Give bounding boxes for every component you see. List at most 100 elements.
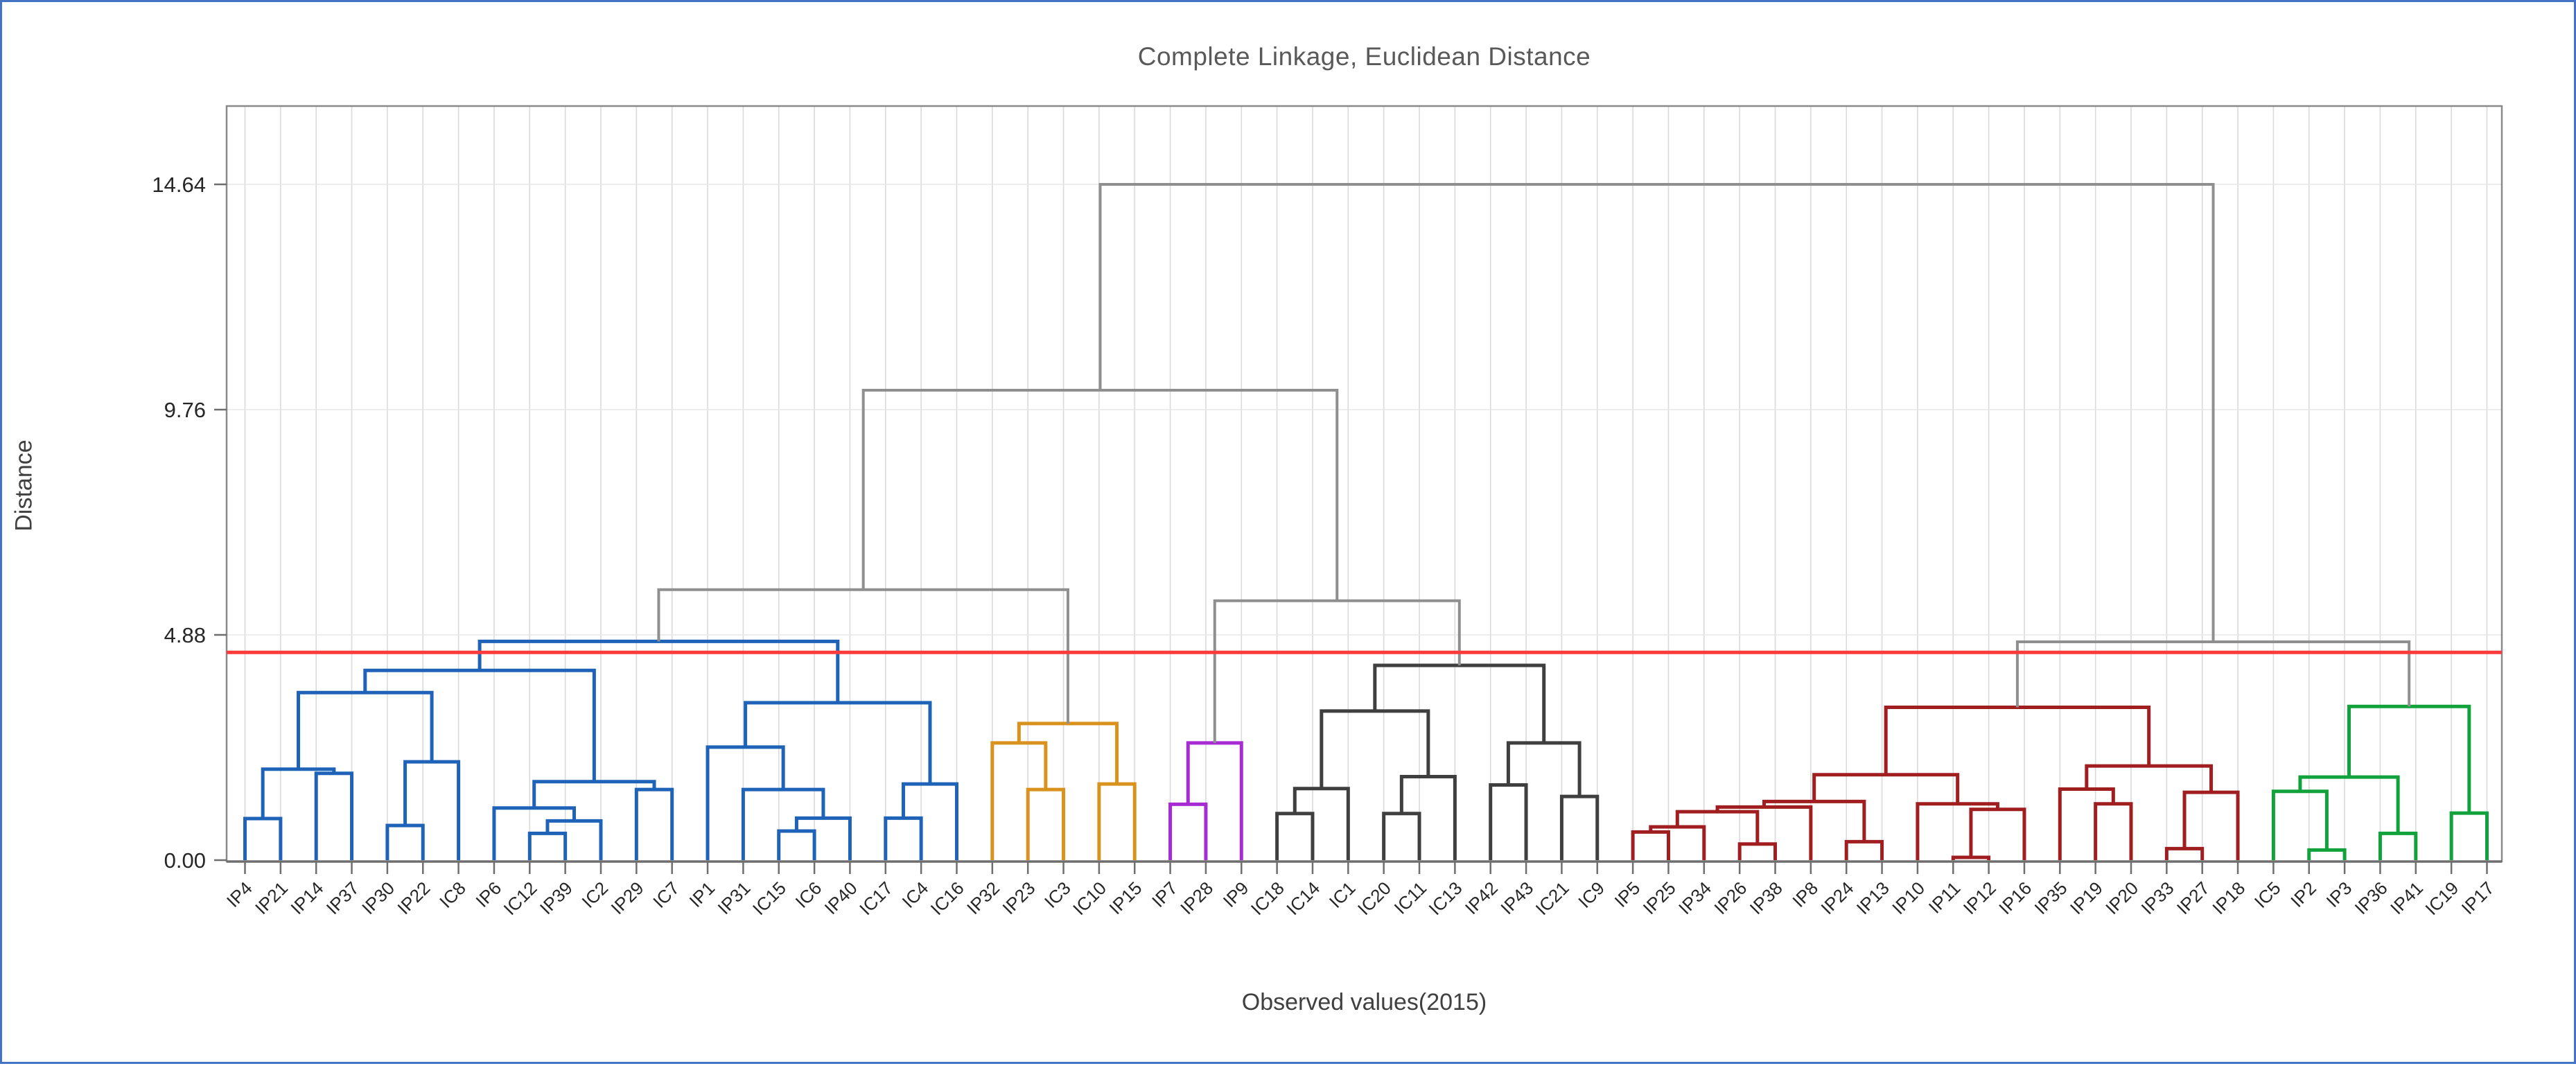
cluster-link-darkred [2058,787,2115,860]
leaf-label: IC10 [1069,877,1110,919]
leaf-label: IP31 [714,877,755,918]
cluster-link-darkred [1844,839,1884,860]
leaf-label: IP20 [2101,877,2142,918]
cluster-link-blue [261,767,336,819]
leaf-label: IP24 [1816,877,1857,918]
leaf-label: IP25 [1639,877,1680,918]
cluster-link-darkred [1631,830,1670,860]
cluster-link-charcoal [1399,774,1457,860]
leaf-label: IP37 [322,877,363,918]
cluster-link-charcoal [1293,787,1350,860]
leaf-label: IP39 [536,877,577,918]
leaf-label: IP26 [1710,877,1751,918]
cluster-link-darkred [1737,842,1778,860]
leaf-label: IP16 [1995,877,2035,918]
cluster-link-darkred [2164,846,2205,860]
cluster-link-charcoal [1275,812,1315,860]
leaf-label: IC5 [2250,877,2285,912]
cluster-link-blue [777,829,816,860]
cluster-link-orange [990,741,1048,860]
leaf-label: IP33 [2137,877,2178,918]
leaf-label: IC11 [1390,877,1431,918]
leaf-label: IP7 [1148,877,1182,911]
leaf-label: IP4 [222,877,256,911]
leaf-label: IP1 [685,877,719,911]
leaf-label: IP30 [358,877,398,918]
cluster-link-blue [741,787,825,860]
leaf-label: IP11 [1925,877,1965,918]
leaf-label: IP5 [1611,877,1645,911]
leaf-label: IC15 [748,877,790,919]
leaf-label: IC7 [649,877,683,912]
cluster-link-darkred [1812,773,1960,804]
cluster-link-orange [1097,782,1137,860]
leaf-label: IP22 [393,877,434,918]
leaf-label: IP41 [2386,877,2427,918]
cluster-link-purple [1168,802,1208,860]
leaf-label: IC3 [1040,877,1075,912]
leaf-label: IP29 [607,877,648,918]
y-tick-label: 0.00 [164,848,206,873]
leaf-label: IC19 [2421,877,2462,919]
leaf-label: IC6 [791,877,826,912]
cluster-link-blue [884,816,923,860]
leaf-label: IP27 [2173,877,2214,918]
leaf-label: IP34 [1674,877,1715,918]
leaf-label: IP28 [1176,877,1217,918]
leaf-label: IC17 [855,877,897,919]
cluster-link-blue [527,831,568,860]
leaf-label: IP2 [2286,877,2320,911]
cluster-link-purple [1186,741,1243,860]
leaf-label: IP35 [2031,877,2071,918]
leaf-label: IC8 [435,877,470,912]
leaf-label: IC2 [577,877,612,912]
cluster-link-green [2378,831,2418,860]
cluster-link-blue [314,771,354,860]
leaf-label: IC1 [1325,877,1360,912]
leaf-label: IP10 [1888,877,1929,918]
leaf-label: IP21 [251,877,292,918]
chart-title: Complete Linkage, Euclidean Distance [1137,42,1591,71]
leaf-label: IP23 [998,877,1039,918]
cluster-link-connector [1213,599,1461,743]
cluster-link-darkred [2094,802,2133,860]
leaf-label: IP40 [821,877,861,918]
leaf-label: IC20 [1353,877,1395,919]
cluster-link-orange [1017,722,1119,785]
leaf-label: IP32 [963,877,1004,918]
leaf-label: IP3 [2322,877,2356,911]
cluster-link-charcoal [1559,794,1600,860]
leaf-label: IP8 [1788,877,1822,911]
y-tick-label: 9.76 [164,398,206,422]
cluster-link-darkred [1969,807,2026,860]
cluster-link-green [2449,811,2489,860]
cluster-link-blue [706,745,785,860]
cluster-link-charcoal [1382,812,1421,860]
cluster-link-blue [385,823,425,860]
leaf-label: IC13 [1425,877,1466,919]
leaf-label: IC12 [499,877,541,919]
cluster-link-charcoal [1489,783,1528,860]
leaf-label: IC14 [1282,877,1324,919]
leaf-label: IP15 [1105,877,1146,918]
cluster-link-darkred [1715,805,1813,860]
leaf-label: IP42 [1461,877,1502,918]
y-axis-tick-labels: 0.00 4.88 9.76 14.64 [152,173,206,873]
leaf-label: IP18 [2208,877,2249,918]
cluster-link-blue [794,816,852,860]
leaf-label: IP36 [2351,877,2392,918]
cluster-link-darkred [1951,855,1991,860]
axis-ticks [214,183,2488,874]
cluster-link-blue [545,819,603,860]
y-tick-label: 4.88 [164,623,206,647]
cluster-link-blue [297,690,434,769]
leaf-label: IP14 [286,877,327,918]
leaf-label: IC18 [1247,877,1288,919]
leaf-label: IP19 [2066,877,2107,918]
cluster-link-blue [243,816,283,860]
leaf-label: IC16 [927,877,968,919]
cluster-link-connector [1098,183,2215,642]
